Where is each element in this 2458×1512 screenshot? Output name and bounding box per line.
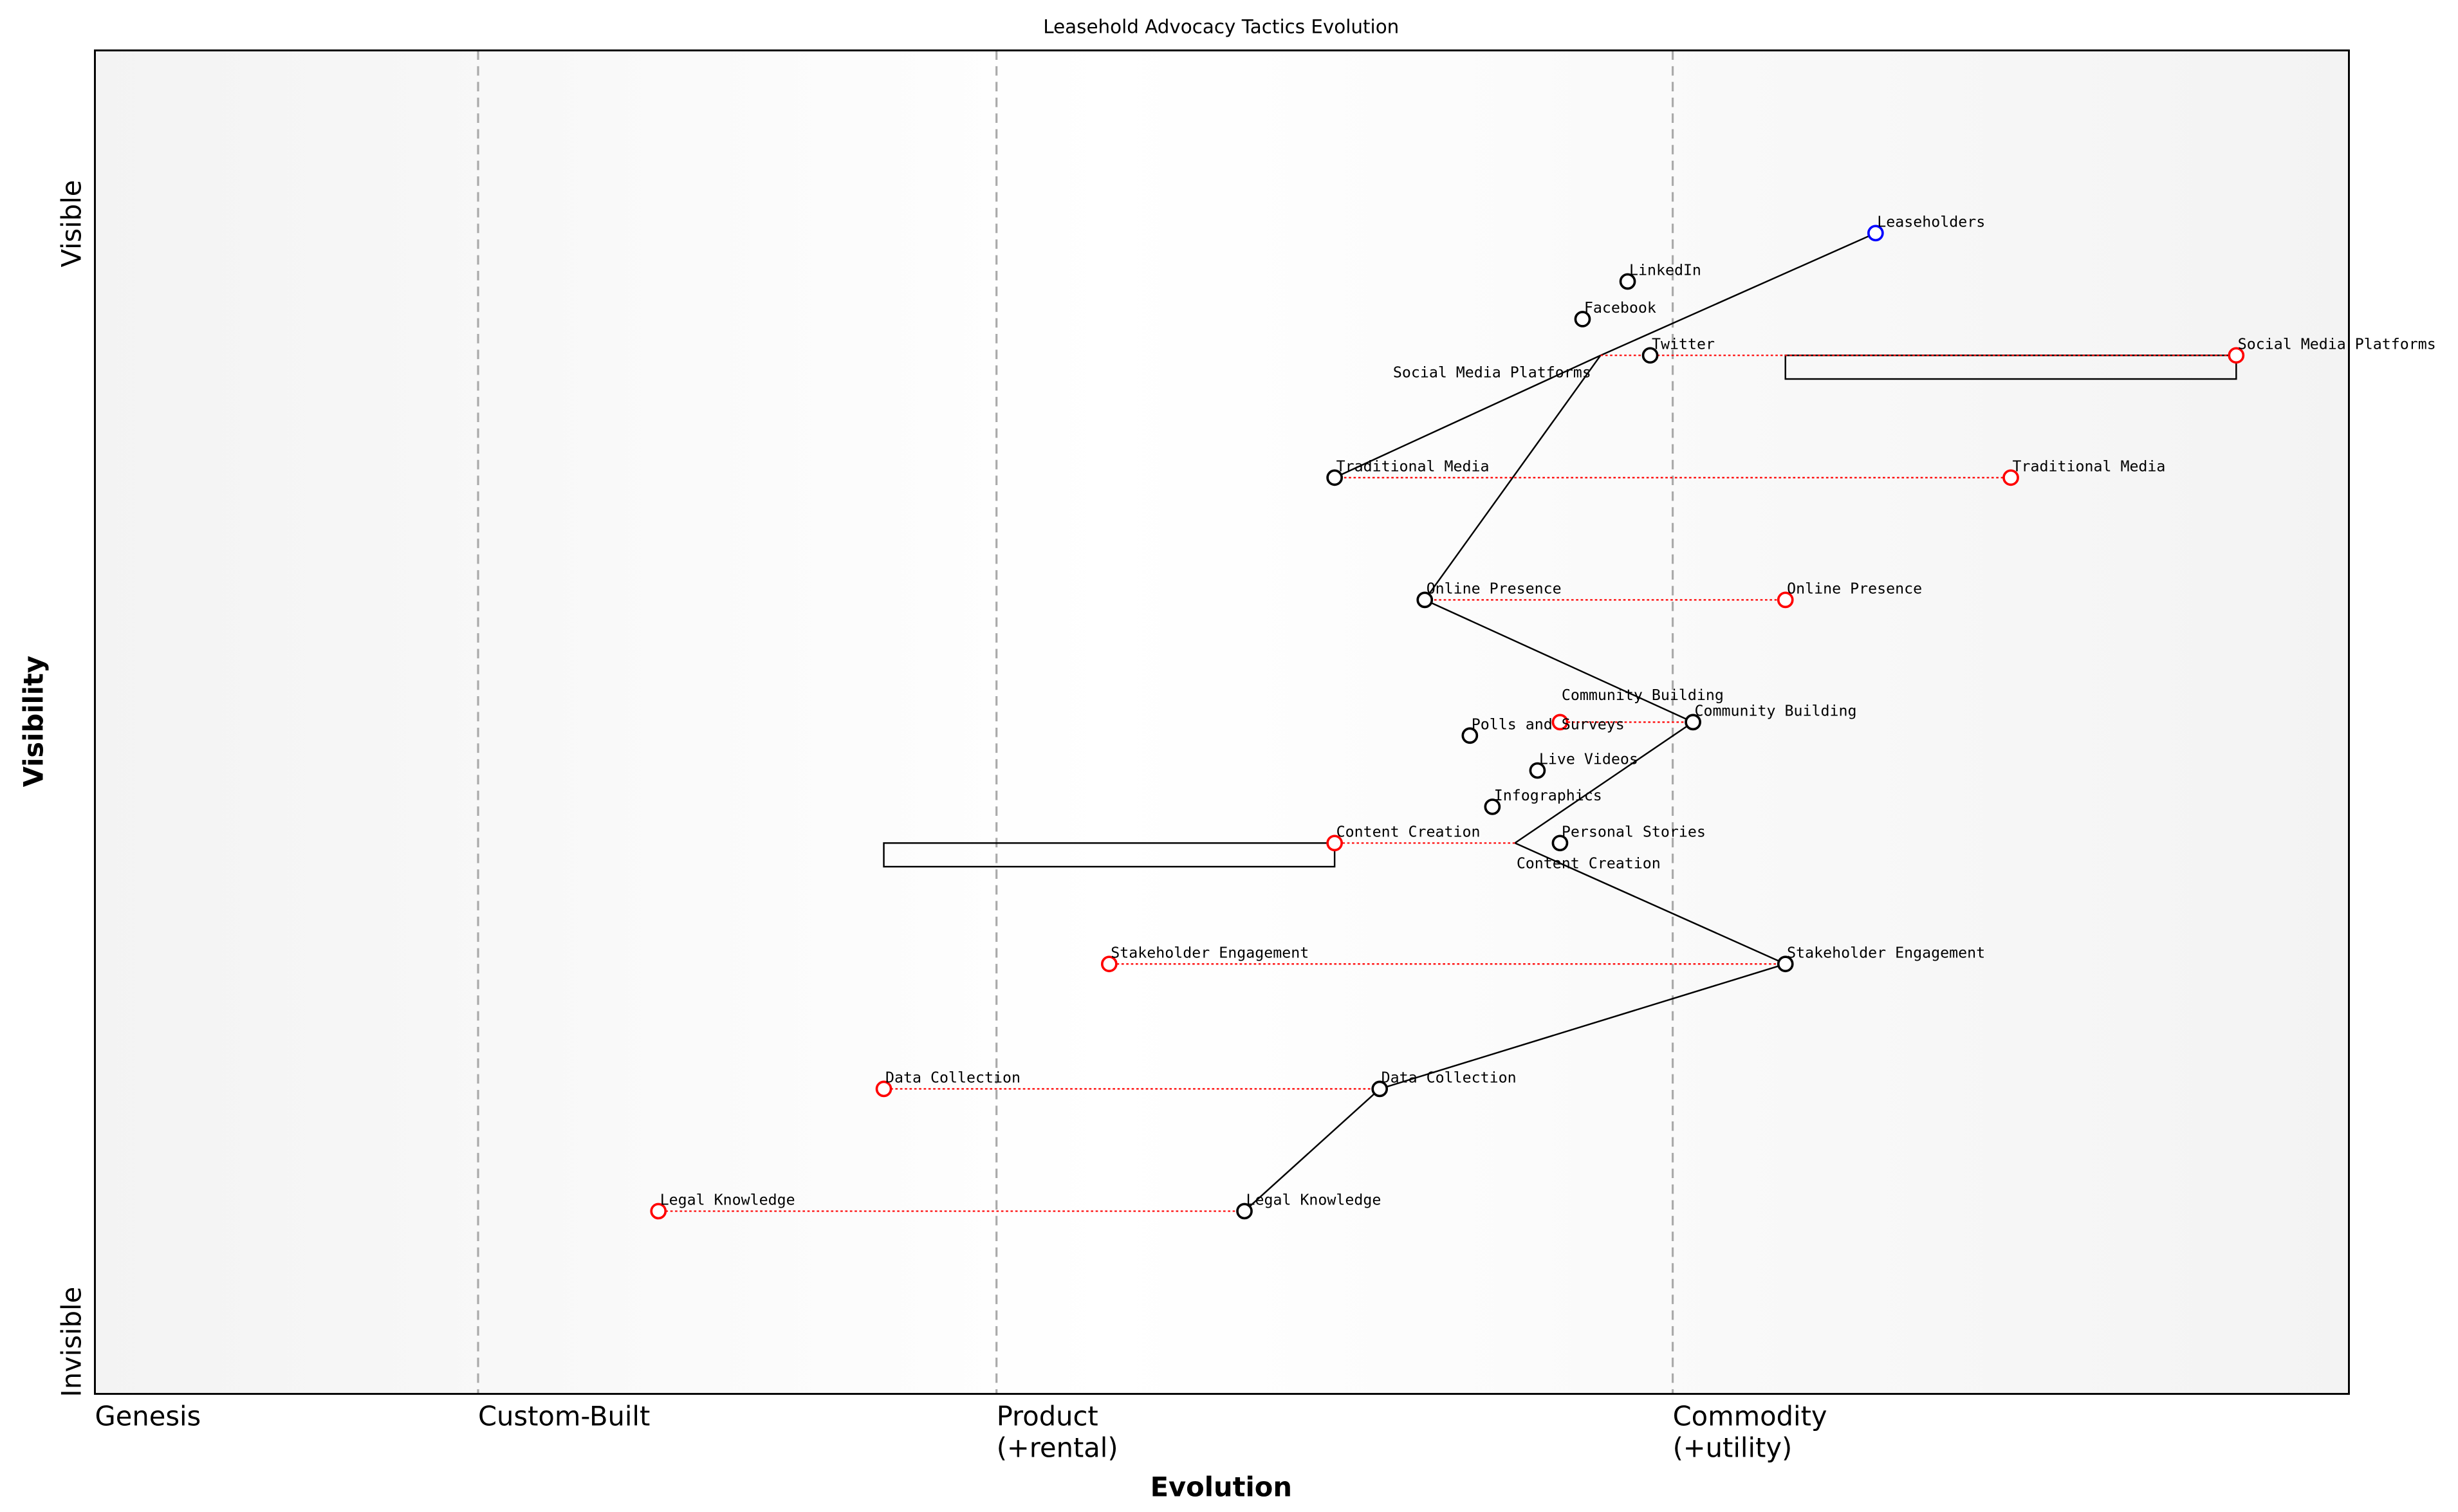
evolve-target-stakeholder-engagement bbox=[1100, 955, 1118, 973]
pipeline-content-creation bbox=[883, 842, 1336, 868]
link-content-creation-to-stakeholder-engagement bbox=[1514, 842, 1786, 965]
component-node-online-presence bbox=[1416, 591, 1434, 609]
component-node-stakeholder-engagement bbox=[1777, 955, 1794, 973]
evolve-target-data-collection bbox=[875, 1080, 892, 1098]
component-label-linkedin: LinkedIn bbox=[1629, 262, 1701, 279]
component-label-online-presence: Online Presence bbox=[1427, 580, 1562, 598]
evolve-label-data-collection: Data Collection bbox=[885, 1069, 1021, 1087]
evolve-label-stakeholder-engagement: Stakeholder Engagement bbox=[1111, 944, 1309, 961]
stage-label-custom-built: Custom-Built bbox=[478, 1400, 650, 1432]
component-label-polls-and-surveys: Polls and Surveys bbox=[1472, 715, 1625, 733]
component-label-legal-knowledge: Legal Knowledge bbox=[1246, 1192, 1381, 1209]
link-social-media-platforms-to-traditional-media bbox=[1334, 355, 1601, 479]
plot-frame bbox=[94, 49, 2350, 1395]
component-label-infographics: Infographics bbox=[1494, 787, 1602, 804]
component-label-personal-stories: Personal Stories bbox=[1562, 824, 1706, 841]
plot-area bbox=[95, 50, 2349, 1394]
component-label-twitter: Twitter bbox=[1652, 336, 1715, 353]
component-node-infographics bbox=[1484, 798, 1501, 815]
link-online-presence-to-community-building bbox=[1424, 599, 1694, 723]
link-social-media-platforms-to-online-presence bbox=[1424, 355, 1602, 601]
component-node-live-videos bbox=[1529, 762, 1546, 779]
component-label-data-collection: Data Collection bbox=[1381, 1069, 1517, 1087]
x-axis-label: Evolution bbox=[1150, 1471, 1292, 1503]
map-title: Leasehold Advocacy Tactics Evolution bbox=[1043, 15, 1399, 37]
link-leaseholders-to-social-media-platforms bbox=[1600, 232, 1876, 356]
evolve-target-social-media-platforms bbox=[2228, 347, 2245, 364]
component-node-legal-knowledge bbox=[1236, 1203, 1253, 1220]
component-node-polls-and-surveys bbox=[1461, 727, 1479, 744]
evolve-label-community-building: Community Building bbox=[1562, 687, 1724, 704]
component-node-traditional-media bbox=[1326, 469, 1343, 486]
stage-label-product: Product (+rental) bbox=[997, 1400, 1118, 1463]
evolve-target-community-building bbox=[1551, 714, 1569, 731]
link-data-collection-to-legal-knowledge bbox=[1244, 1088, 1381, 1212]
component-label-content-creation: Content Creation bbox=[1517, 854, 1661, 872]
link-stakeholder-engagement-to-data-collection bbox=[1379, 963, 1786, 1090]
evolve-label-content-creation: Content Creation bbox=[1336, 824, 1481, 841]
component-label-traditional-media: Traditional Media bbox=[1336, 458, 1490, 475]
evolve-target-legal-knowledge bbox=[650, 1203, 667, 1220]
evolve-label-traditional-media: Traditional Media bbox=[2012, 458, 2165, 475]
stage-label-genesis: Genesis bbox=[95, 1400, 201, 1432]
component-node-personal-stories bbox=[1551, 834, 1569, 852]
link-community-building-to-content-creation bbox=[1514, 721, 1694, 844]
evolve-target-content-creation bbox=[1326, 834, 1343, 852]
component-node-data-collection bbox=[1371, 1080, 1389, 1098]
component-node-facebook bbox=[1574, 311, 1591, 327]
y-axis-bottom-label: Invisible bbox=[55, 1287, 87, 1397]
evolve-label-online-presence: Online Presence bbox=[1787, 580, 1922, 598]
component-node-twitter bbox=[1641, 347, 1659, 364]
evolve-target-traditional-media bbox=[2002, 469, 2019, 486]
component-label-community-building: Community Building bbox=[1695, 703, 1857, 720]
y-axis-top-label: Visible bbox=[55, 180, 87, 268]
evolve-label-social-media-platforms: Social Media Platforms bbox=[2238, 336, 2436, 353]
component-label-stakeholder-engagement: Stakeholder Engagement bbox=[1787, 944, 1985, 961]
component-node-community-building bbox=[1685, 714, 1701, 731]
component-node-leaseholders bbox=[1867, 225, 1884, 242]
stage-label-commodity: Commodity (+utility) bbox=[1673, 1400, 1827, 1463]
component-label-facebook: Facebook bbox=[1584, 299, 1656, 317]
evolve-label-legal-knowledge: Legal Knowledge bbox=[660, 1192, 795, 1209]
component-label-live-videos: Live Videos bbox=[1539, 751, 1638, 768]
y-axis-label: Visibility bbox=[18, 656, 50, 787]
pipeline-social-media-platforms bbox=[1784, 355, 2237, 380]
component-label-leaseholders: Leaseholders bbox=[1877, 214, 1985, 231]
component-label-social-media-platforms: Social Media Platforms bbox=[1393, 364, 1591, 382]
component-node-linkedin bbox=[1619, 273, 1636, 290]
evolve-target-online-presence bbox=[1777, 591, 1794, 609]
